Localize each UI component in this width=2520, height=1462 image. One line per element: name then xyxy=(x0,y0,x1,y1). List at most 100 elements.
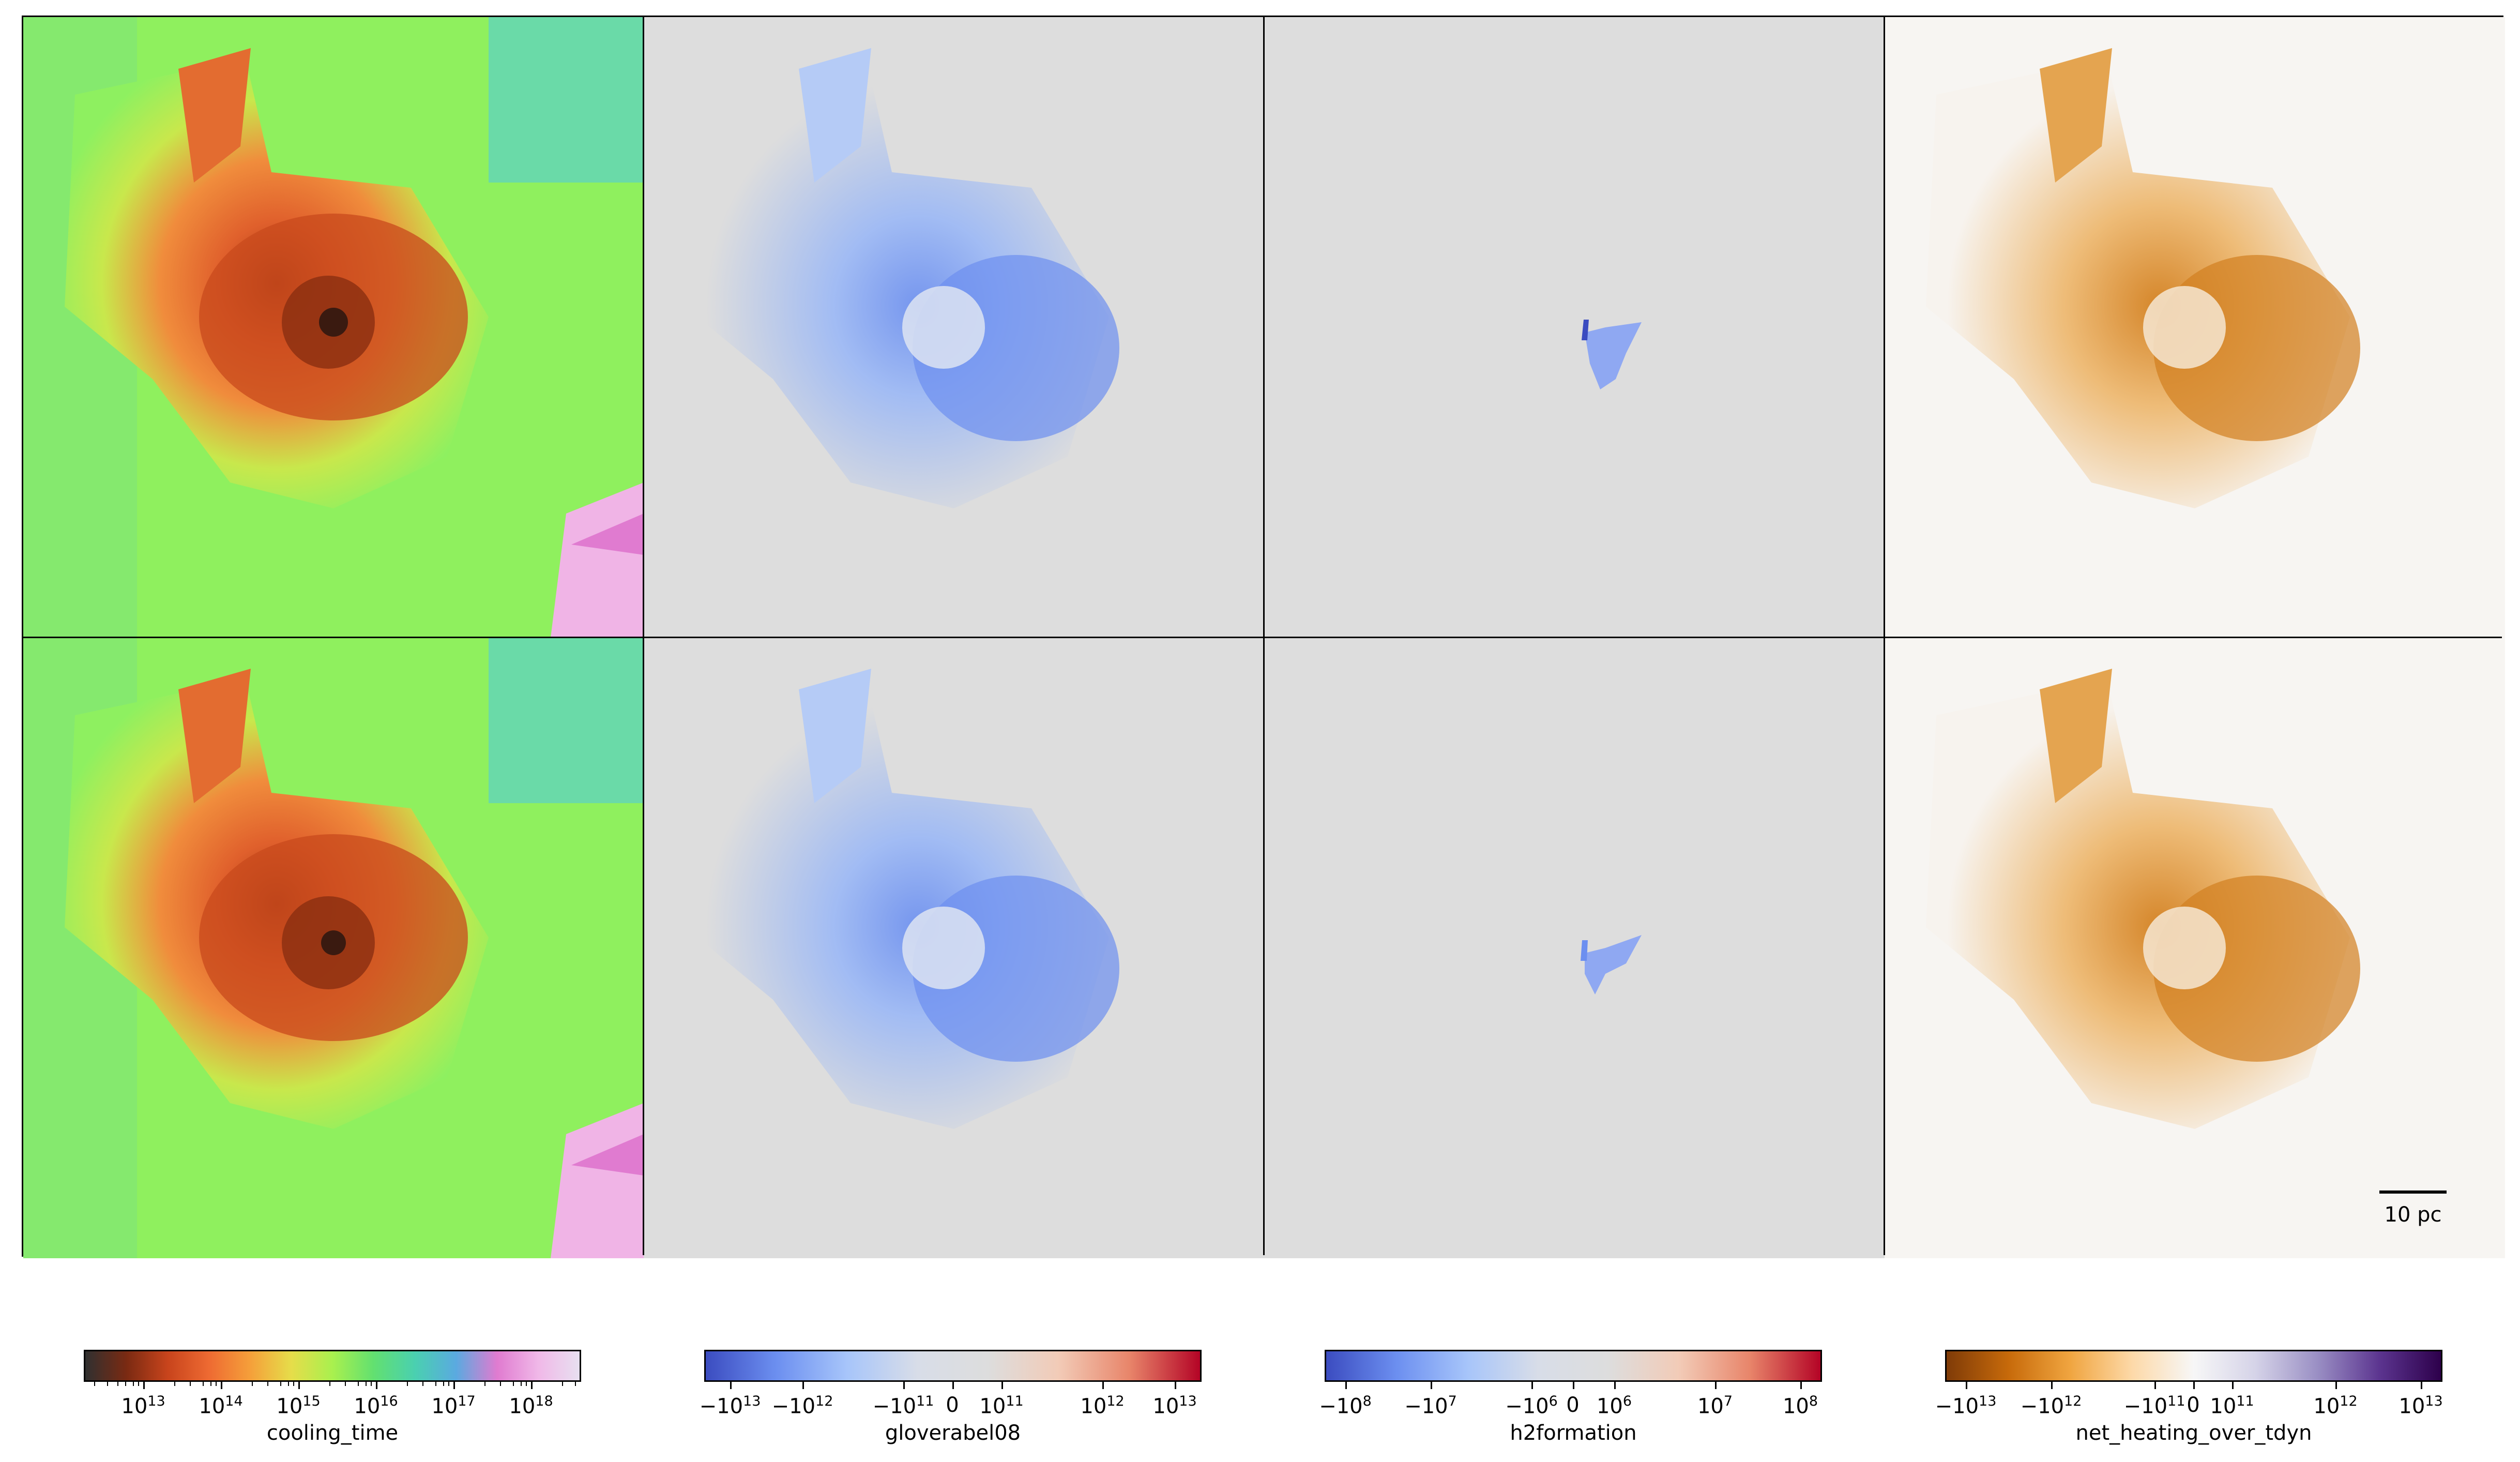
colorbar-minor-tick xyxy=(435,1382,436,1386)
colorbar-minor-tick xyxy=(138,1382,139,1386)
cooling-time-panel-bottom xyxy=(23,638,644,1258)
colorbar-tick-label: 1015 xyxy=(276,1393,321,1419)
colorbar-tick xyxy=(1001,1382,1003,1389)
colorbar-tick-label: −1013 xyxy=(1935,1393,1997,1419)
colorbar-minor-tick xyxy=(267,1382,268,1386)
colorbar-tick xyxy=(730,1382,732,1389)
net-heating-colorbar-ticks: −1013 −1012 −1011 0 1011 1012 1013 xyxy=(1935,1382,2443,1418)
colorbar-minor-tick xyxy=(366,1382,367,1386)
colorbar-tick xyxy=(143,1382,145,1389)
colorbar-tick-label: 1011 xyxy=(979,1393,1024,1419)
colorbar-tick xyxy=(1966,1382,1967,1389)
colorbar-tick-label: 1012 xyxy=(1080,1393,1125,1419)
colorbar-minor-tick xyxy=(203,1382,204,1386)
colorbar-tick-label: 1013 xyxy=(121,1393,165,1419)
colorbar-tick xyxy=(1715,1382,1717,1389)
colorbar-minor-tick xyxy=(500,1382,501,1386)
scale-bar-label: 10 pc xyxy=(2384,1203,2442,1227)
colorbar-minor-tick xyxy=(407,1382,408,1386)
colorbar-minor-tick xyxy=(190,1382,191,1386)
colorbar-minor-tick xyxy=(526,1382,527,1386)
colorbar-tick-label: 1013 xyxy=(1152,1393,1197,1419)
colorbar-minor-tick xyxy=(443,1382,444,1386)
panel-divider xyxy=(643,17,644,1255)
cooling-time-colorbar-label: cooling_time xyxy=(266,1421,399,1445)
gloverabel08-panel-bottom xyxy=(644,638,1264,1258)
colorbar-tick xyxy=(903,1382,905,1389)
colorbar-tick xyxy=(1573,1382,1574,1389)
net-heating-colorbar xyxy=(1945,1350,2442,1382)
colorbar-minor-tick xyxy=(288,1382,289,1386)
colorbar-tick-label: 1016 xyxy=(354,1393,398,1419)
colorbar-tick-label: −1012 xyxy=(771,1393,833,1419)
colorbar-tick xyxy=(1431,1382,1432,1389)
gloverabel08-colorbar xyxy=(704,1350,1202,1382)
colorbar-tick-label: −1011 xyxy=(2123,1393,2185,1419)
scale-bar-line xyxy=(2379,1190,2447,1194)
colorbar-minor-tick xyxy=(94,1382,95,1386)
colorbar-tick-label: 108 xyxy=(1782,1393,1818,1419)
colorbar-tick xyxy=(2193,1382,2195,1389)
colorbar-minor-tick xyxy=(133,1382,134,1386)
h2formation-colorbar-ticks: −108 −107 −106 0 106 107 108 xyxy=(1319,1382,1822,1418)
colorbar-tick xyxy=(298,1382,300,1389)
colorbar-tick-label: 1011 xyxy=(2210,1393,2254,1419)
panel-divider xyxy=(23,637,2502,638)
cooling-time-colorbar xyxy=(84,1350,581,1382)
colorbar-tick-label: −106 xyxy=(1505,1393,1558,1419)
colorbar-minor-tick xyxy=(293,1382,294,1386)
net-heating-colorbar-label: net_heating_over_tdyn xyxy=(2075,1421,2312,1445)
colorbar-tick xyxy=(2051,1382,2053,1389)
colorbar-minor-tick xyxy=(174,1382,175,1386)
panel-divider xyxy=(1263,17,1265,1255)
colorbar-minor-tick xyxy=(117,1382,118,1386)
colorbar-tick-label: 1018 xyxy=(509,1393,553,1419)
colorbar-minor-tick xyxy=(484,1382,485,1386)
colorbar-tick xyxy=(376,1382,377,1389)
colorbar-tick-label: −1012 xyxy=(2020,1393,2082,1419)
colorbar-tick-label: 1012 xyxy=(2313,1393,2358,1419)
colorbar-tick-label: 107 xyxy=(1697,1393,1733,1419)
colorbar-tick-label: 0 xyxy=(2187,1393,2200,1417)
colorbar-minor-tick xyxy=(575,1382,576,1386)
colorbar-minor-tick xyxy=(280,1382,281,1386)
colorbar-tick xyxy=(2154,1382,2156,1389)
colorbar-minor-tick xyxy=(358,1382,359,1386)
colorbar-tick-label: 1013 xyxy=(2398,1393,2443,1419)
colorbar-minor-tick xyxy=(422,1382,423,1386)
h2formation-colorbar-label: h2formation xyxy=(1510,1421,1637,1445)
colorbar-tick-label: −108 xyxy=(1319,1393,1372,1419)
colorbar-minor-tick xyxy=(513,1382,514,1386)
colorbar-minor-tick xyxy=(252,1382,253,1386)
colorbar-tick xyxy=(2335,1382,2337,1389)
colorbar-tick xyxy=(1102,1382,1104,1389)
colorbar-tick xyxy=(1800,1382,1802,1389)
colorbar-tick-label: −1013 xyxy=(699,1393,761,1419)
colorbar-tick xyxy=(1531,1382,1533,1389)
net-heating-panel-bottom xyxy=(1885,638,2505,1258)
colorbar-minor-tick xyxy=(345,1382,346,1386)
colorbar-tick xyxy=(1175,1382,1176,1389)
net-heating-panel-top xyxy=(1885,17,2505,638)
h2formation-panel-top xyxy=(1264,17,1885,638)
colorbar-minor-tick xyxy=(371,1382,372,1386)
colorbar-tick-label: 1014 xyxy=(199,1393,243,1419)
gloverabel08-panel-top xyxy=(644,17,1264,638)
colorbar-minor-tick xyxy=(210,1382,211,1386)
h2formation-colorbar xyxy=(1325,1350,1822,1382)
colorbar-minor-tick xyxy=(329,1382,330,1386)
panel-divider xyxy=(1884,17,1885,1255)
colorbar-tick xyxy=(2421,1382,2422,1389)
colorbar-minor-tick xyxy=(562,1382,563,1386)
colorbar-tick xyxy=(221,1382,222,1389)
colorbar-minor-tick xyxy=(216,1382,217,1386)
colorbar-tick-label: 0 xyxy=(946,1393,959,1417)
colorbar-tick xyxy=(802,1382,804,1389)
colorbar-tick xyxy=(1614,1382,1616,1389)
colorbar-tick xyxy=(952,1382,954,1389)
gloverabel08-colorbar-ticks: −1013 −1012 −1011 0 1011 1012 1013 xyxy=(700,1382,1202,1418)
colorbar-tick xyxy=(453,1382,455,1389)
colorbar-tick xyxy=(531,1382,533,1389)
colorbar-tick-label: 1017 xyxy=(431,1393,476,1419)
scale-bar: 10 pc xyxy=(2379,1190,2447,1227)
